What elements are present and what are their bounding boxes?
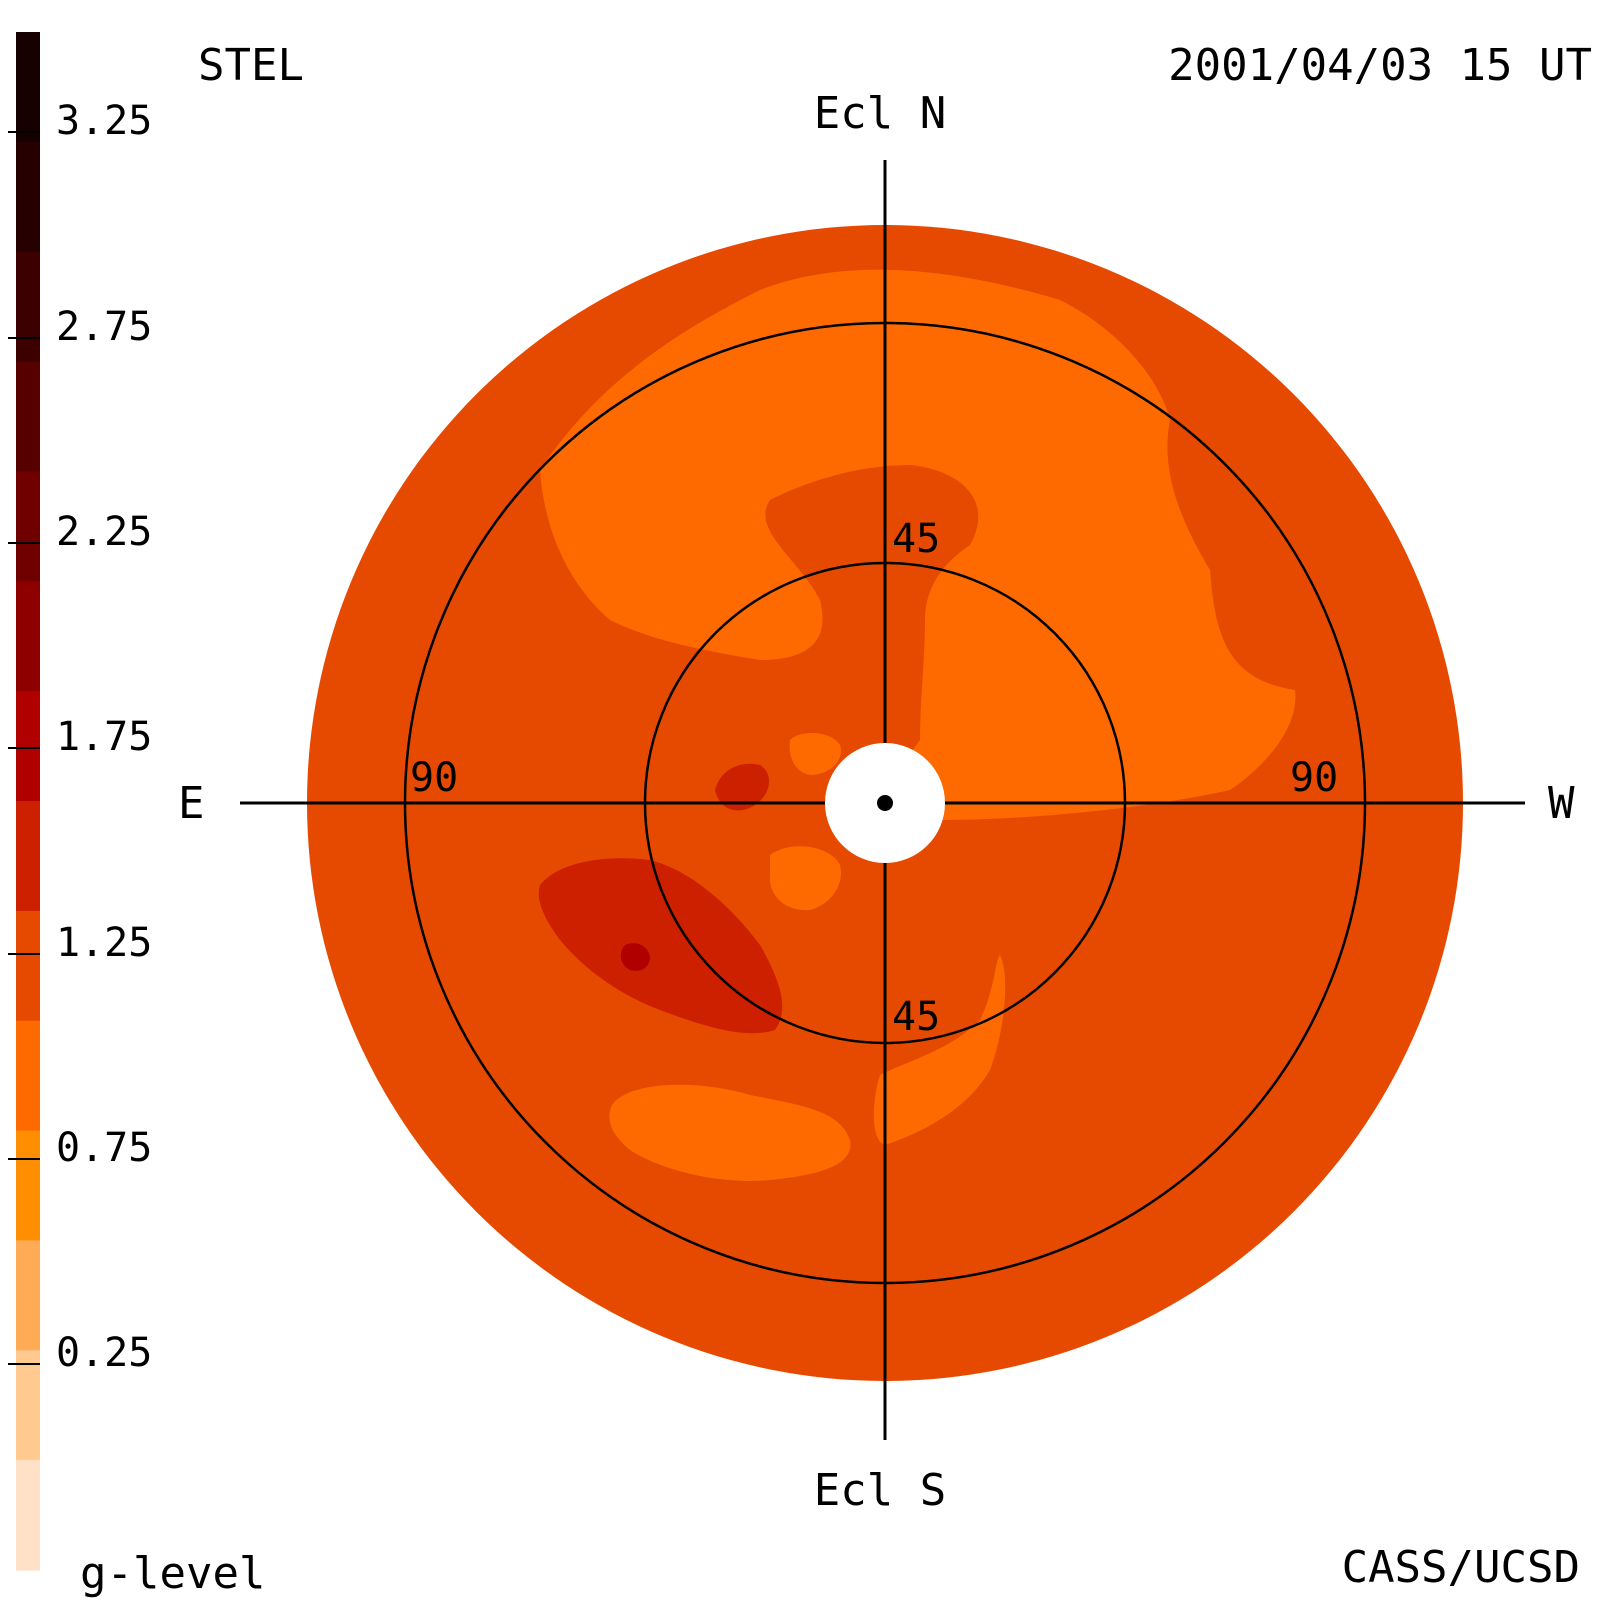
light-region-north-crescent	[540, 269, 1296, 821]
density-contours	[538, 269, 1296, 1181]
west-label: W	[1548, 778, 1575, 829]
inner-ring-label-south: 45	[892, 994, 940, 1040]
sun-center-dot	[877, 795, 893, 811]
dark-region-southeast	[538, 858, 783, 1034]
colorbar-tick-label: 2.25	[56, 509, 152, 555]
colorbar-segment	[16, 1460, 40, 1571]
colorbar-segment	[16, 581, 40, 692]
ecliptic-north-label: Ecl N	[814, 88, 946, 139]
colorbar-tick-label: 0.25	[56, 1330, 152, 1376]
colorbar-segment	[16, 471, 40, 582]
east-label: E	[178, 778, 205, 829]
credit-label: CASS/UCSD	[1342, 1542, 1580, 1593]
sky-map: 45 45 90 90 Ecl N Ecl S E W	[178, 88, 1575, 1516]
colorbar-segment	[16, 1350, 40, 1461]
colorbar: 3.25 2.75 2.25 1.75 1.25 0.75 0.25 g-lev…	[8, 32, 265, 1599]
colorbar-segment	[16, 1020, 40, 1132]
colorbar-tick-label: 3.25	[56, 98, 152, 144]
light-region-south-right	[873, 955, 1006, 1145]
colorbar-tick-label: 0.75	[56, 1125, 152, 1171]
light-region-south-small	[769, 846, 841, 911]
colorbar-tick-label: 1.75	[56, 714, 152, 760]
instrument-label: STEL	[198, 40, 304, 91]
colorbar-segment	[16, 910, 40, 1022]
colorbar-segment	[16, 32, 40, 143]
light-region-south-left	[609, 1084, 851, 1181]
colorbar-segments	[16, 32, 40, 1571]
colorbar-title: g-level	[80, 1548, 265, 1599]
colorbar-segment	[16, 361, 40, 473]
colorbar-segment	[16, 801, 40, 912]
outer-ring-label-west: 90	[1290, 755, 1338, 801]
colorbar-ticks	[8, 131, 40, 1365]
outer-ring-label-east: 90	[410, 755, 458, 801]
light-region-small-left	[789, 733, 841, 775]
darkest-region-peak	[620, 943, 650, 971]
colorbar-segment	[16, 1240, 40, 1351]
colorbar-tick-label: 1.25	[56, 920, 152, 966]
colorbar-segment	[16, 691, 40, 802]
colorbar-segment	[16, 251, 40, 363]
inner-ring-label-north: 45	[892, 516, 940, 562]
ecliptic-south-label: Ecl S	[814, 1465, 946, 1516]
colorbar-tick-label: 2.75	[56, 304, 152, 350]
colorbar-segment	[16, 1130, 40, 1242]
colorbar-segment	[16, 141, 40, 253]
dark-region-inner-left	[715, 763, 770, 811]
timestamp-label: 2001/04/03 15 UT	[1168, 40, 1592, 91]
